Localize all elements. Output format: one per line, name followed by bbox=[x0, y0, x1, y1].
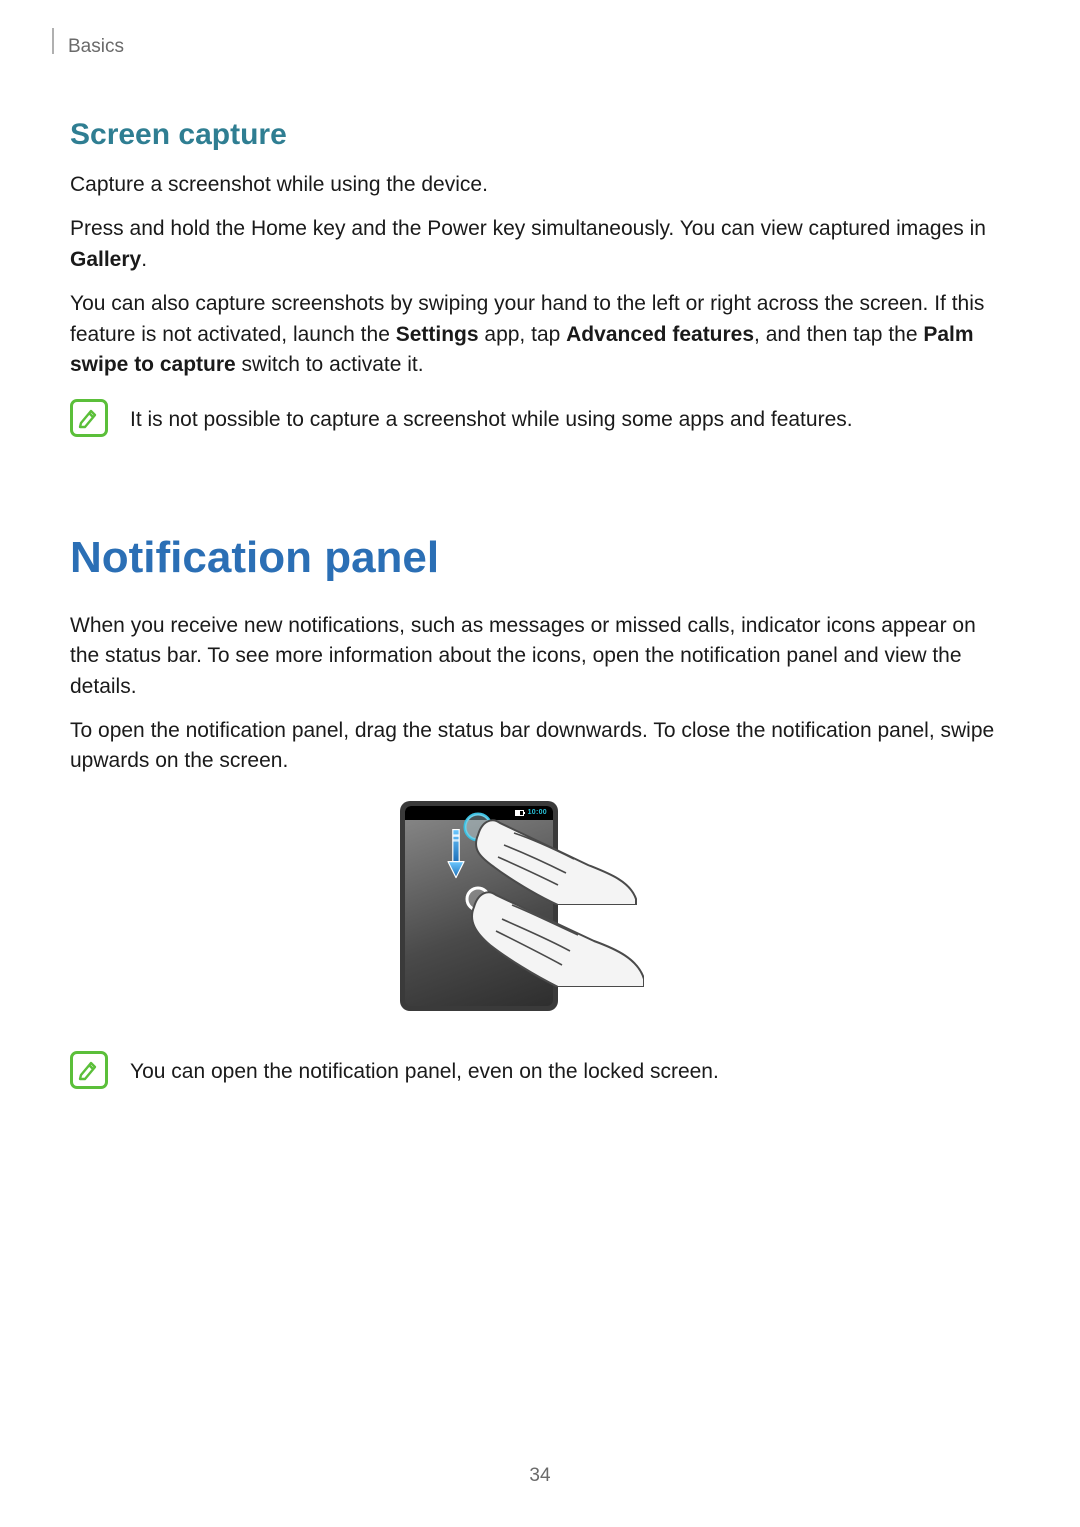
page-number: 34 bbox=[0, 1465, 1080, 1487]
text: . bbox=[141, 248, 147, 271]
paragraph: To open the notification panel, drag the… bbox=[70, 716, 1010, 777]
section-heading-screen-capture: Screen capture bbox=[70, 118, 1010, 152]
hand-bottom-icon bbox=[454, 867, 644, 987]
text: Press and hold the Home key and the Powe… bbox=[70, 217, 986, 240]
section-heading-notification-panel: Notification panel bbox=[70, 533, 1010, 583]
breadcrumb: Basics bbox=[68, 36, 1010, 58]
paragraph: When you receive new notifications, such… bbox=[70, 611, 1010, 702]
bold-text: Gallery bbox=[70, 248, 141, 271]
note-text: You can open the notification panel, eve… bbox=[130, 1051, 719, 1087]
paragraph: You can also capture screenshots by swip… bbox=[70, 289, 1010, 380]
pencil-note-icon bbox=[77, 1058, 101, 1082]
bold-text: Advanced features bbox=[566, 323, 754, 346]
note-text: It is not possible to capture a screensh… bbox=[130, 399, 853, 435]
text: switch to activate it. bbox=[236, 353, 424, 376]
text: app, tap bbox=[479, 323, 567, 346]
paragraph: Capture a screenshot while using the dev… bbox=[70, 170, 1010, 200]
note-block: You can open the notification panel, eve… bbox=[70, 1051, 1010, 1089]
note-icon bbox=[70, 1051, 108, 1089]
paragraph: Press and hold the Home key and the Powe… bbox=[70, 214, 1010, 275]
figure: 10:00 bbox=[70, 801, 1010, 1011]
note-icon bbox=[70, 399, 108, 437]
text: , and then tap the bbox=[754, 323, 923, 346]
note-block: It is not possible to capture a screensh… bbox=[70, 399, 1010, 437]
bold-text: Settings bbox=[396, 323, 479, 346]
header-divider bbox=[52, 28, 54, 54]
pencil-note-icon bbox=[77, 406, 101, 430]
